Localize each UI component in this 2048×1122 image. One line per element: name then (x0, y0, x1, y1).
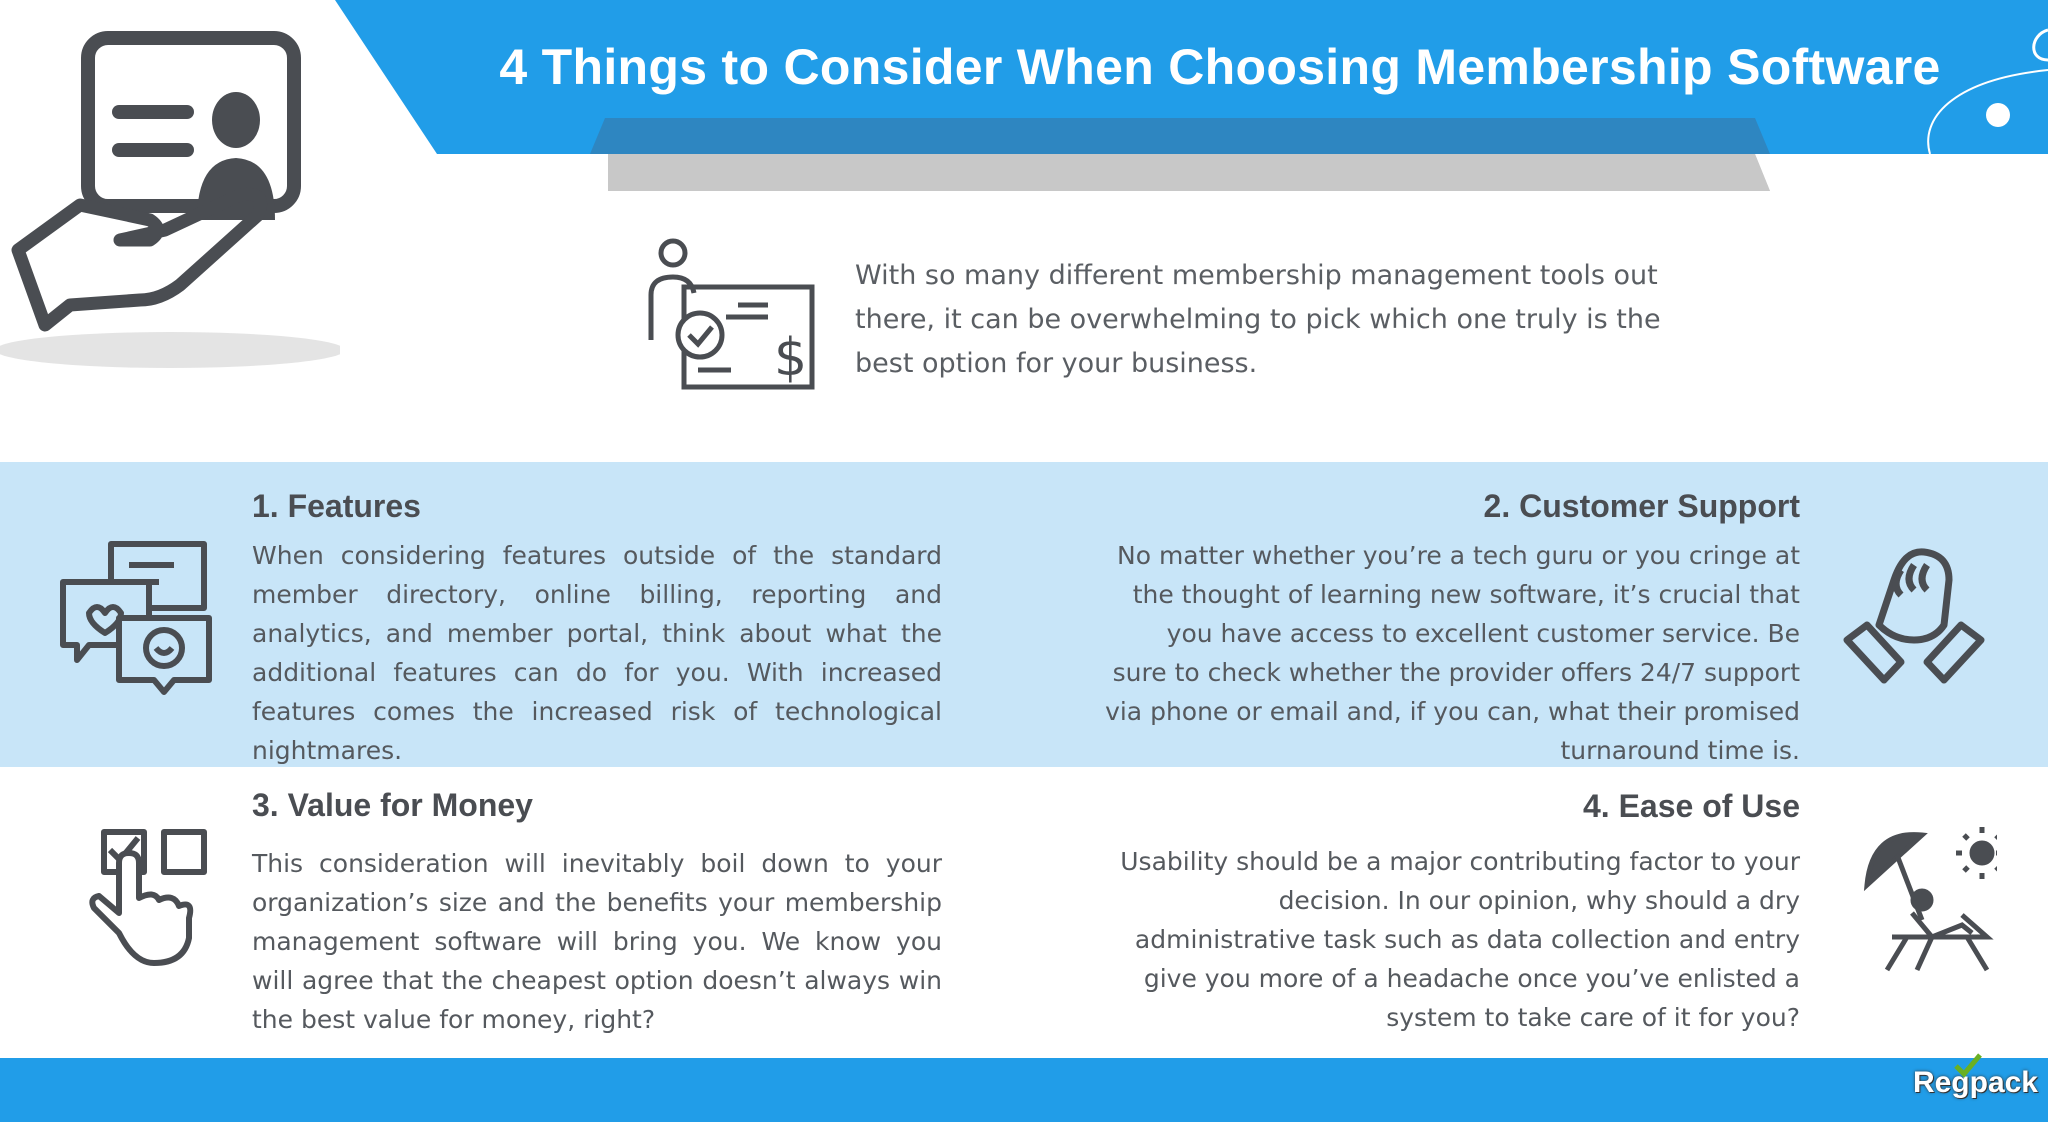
section-text-ease-of-use: Usability should be a major contributing… (1120, 847, 1800, 1032)
section-heading-features: 1. Features (252, 488, 421, 524)
regpack-logo[interactable]: Regpack (1912, 1053, 2038, 1100)
section-text-customer-support: No matter whether you’re a tech guru or … (1105, 541, 1800, 765)
person-check-invoice-icon: $ (648, 238, 815, 390)
id-card-hand-icon (0, 31, 340, 368)
page-title: 4 Things to Consider When Choosing Membe… (499, 39, 1941, 95)
handshake-icon (1843, 548, 1985, 684)
section-heading-ease-of-use: 4. Ease of Use (1583, 788, 1800, 824)
intro-text: With so many different membership manage… (855, 260, 1661, 379)
svg-text:$: $ (774, 328, 807, 388)
checkbox-hand-icon (89, 829, 207, 966)
section-text-value-for-money: This consideration will inevitably boil … (252, 849, 942, 1034)
section-text-features: When considering features outside of the… (252, 541, 942, 765)
logo-text: Regpack (1912, 1066, 2038, 1099)
checkmark-icon (1954, 1053, 1982, 1078)
section-heading-customer-support: 2. Customer Support (1483, 488, 1800, 524)
header-banner (335, 0, 2048, 191)
chat-bubbles-icon (60, 541, 212, 695)
beach-chair-icon (1863, 827, 1997, 972)
section-heading-value-for-money: 3. Value for Money (252, 787, 533, 823)
footer-bar (0, 1058, 2048, 1122)
section-band (0, 462, 2048, 767)
